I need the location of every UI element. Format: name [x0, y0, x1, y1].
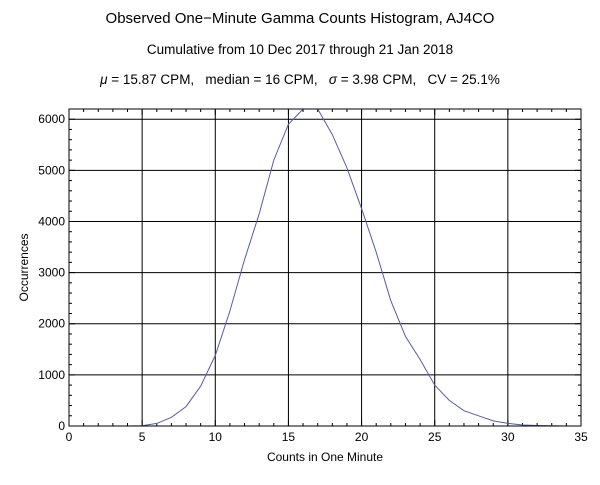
y-tick-label: 6000 [38, 112, 65, 126]
y-tick-label: 3000 [38, 266, 65, 280]
mu-stats-text: = 15.87 CPM, median = 16 CPM, [107, 72, 329, 87]
series-group [112, 108, 567, 427]
sigma-symbol: σ [328, 72, 338, 87]
x-tick-label: 0 [66, 430, 73, 444]
grid-lines [69, 109, 581, 426]
chart-title: Observed One−Minute Gamma Counts Histogr… [105, 10, 495, 27]
x-tick-label: 35 [574, 430, 588, 444]
x-tick-label: 5 [139, 430, 146, 444]
tick-labels: 0 5 10 15 20 25 30 35 0 1000 2000 3000 4000 5000 6000 [38, 112, 588, 444]
y-tick-label: 5000 [38, 163, 65, 177]
plot-frame [68, 108, 582, 427]
series-line [112, 108, 567, 427]
chart-stats: μ = 15.87 CPM, median = 16 CPM, σ = 3.98… [0, 72, 600, 87]
x-tick-label: 30 [501, 430, 515, 444]
y-tick-label: 2000 [38, 317, 65, 331]
y-tick-label: 4000 [38, 214, 65, 228]
y-axis-label: Occurrences [17, 233, 31, 301]
x-tick-label: 15 [282, 430, 296, 444]
sigma-stats-text: = 3.98 CPM, CV = 25.1% [337, 72, 500, 87]
x-tick-label: 10 [209, 430, 223, 444]
x-tick-label: 20 [355, 430, 369, 444]
y-tick-label: 1000 [38, 368, 65, 382]
x-axis-label: Counts in One Minute [267, 450, 383, 464]
x-tick-label: 25 [428, 430, 442, 444]
chart-subtitle: Cumulative from 10 Dec 2017 through 21 J… [146, 42, 454, 57]
y-tick-label: 0 [58, 419, 65, 433]
mu-symbol: μ [100, 72, 108, 87]
axis-ticks [68, 108, 582, 427]
